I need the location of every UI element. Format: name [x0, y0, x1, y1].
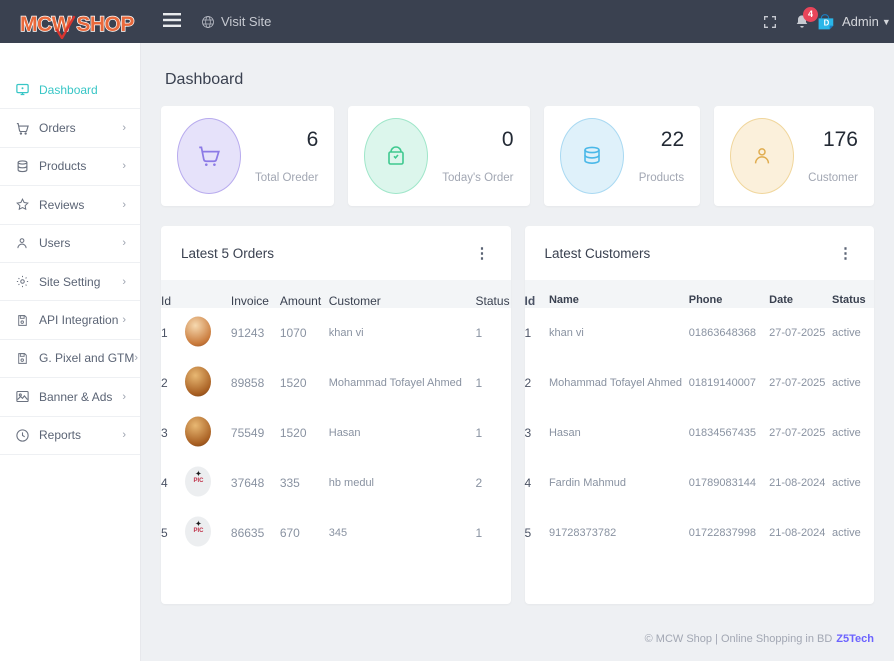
svg-text:D: D: [824, 18, 830, 27]
svg-text:MCW SHOP: MCW SHOP: [20, 13, 134, 36]
